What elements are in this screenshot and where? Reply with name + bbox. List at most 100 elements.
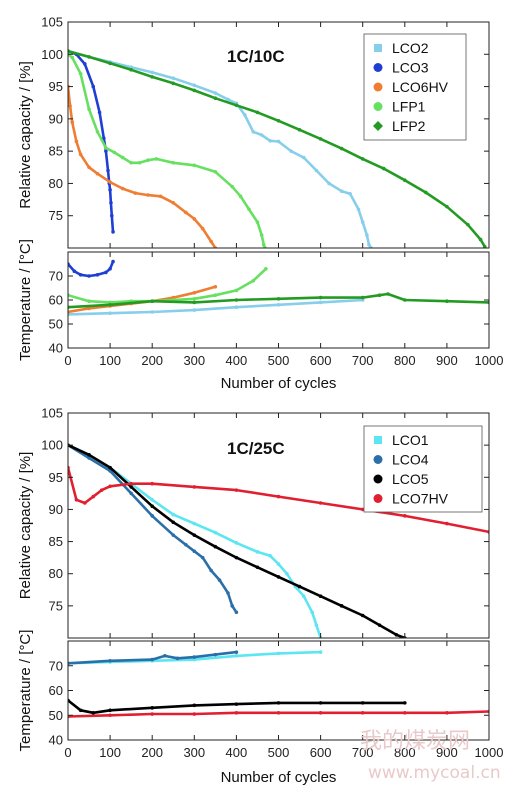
temperature-point-lfp2: [234, 298, 239, 302]
legend-label-lco1: LCO1: [392, 432, 429, 448]
temperature-point-lco1: [192, 657, 197, 662]
capacity-y-tick-label: 85: [49, 534, 63, 549]
capacity-point-lco3: [91, 84, 96, 89]
capacity-point-lco1: [314, 623, 319, 627]
temperature-point-lfp2: [360, 295, 365, 300]
temperature-point-lco7hv: [360, 710, 365, 715]
x-tick-label: 1000: [475, 745, 504, 760]
capacity-point-lfp1: [120, 155, 125, 160]
capacity-point-lco3: [109, 213, 114, 218]
capacity-point-lco6hv: [108, 180, 112, 184]
capacity-point-lco7hv: [192, 485, 197, 489]
capacity-point-lfp2: [424, 190, 428, 195]
capacity-point-lco1: [234, 541, 239, 545]
legend-marker-lco3: [373, 63, 383, 72]
temperature-y-tick-label: 70: [49, 269, 63, 284]
capacity-point-lco2: [243, 113, 247, 117]
capacity-point-lco6hv: [200, 226, 205, 231]
temperature-point-lco3: [108, 267, 112, 271]
capacity-point-lco5: [150, 504, 154, 509]
legend-frame: [363, 425, 483, 513]
capacity-point-lco1: [171, 512, 176, 517]
capacity-point-lfp2: [445, 204, 449, 209]
capacity-point-lfp1: [95, 129, 100, 134]
capacity-point-lco1: [276, 562, 281, 566]
temperature-point-lfp2: [377, 293, 382, 298]
capacity-point-lco6hv: [74, 139, 79, 144]
temperature-point-lco5: [91, 710, 96, 715]
capacity-point-lco7hv: [445, 521, 449, 526]
capacity-y-tick-label: 105: [41, 15, 63, 30]
capacity-point-lco2: [367, 242, 371, 247]
capacity-point-lco5: [213, 544, 218, 549]
capacity-point-lco2: [268, 139, 272, 143]
capacity-point-lfp2: [87, 55, 91, 59]
capacity-point-lco4: [150, 514, 154, 518]
capacity-series-group: [68, 443, 489, 638]
watermark-text: 我的煤炭网: [360, 729, 470, 754]
capacity-point-lco2: [365, 233, 369, 237]
legend: LCO1 LCO4 LCO5 LCO7HV: [363, 425, 483, 513]
x-tick-label: 0: [64, 745, 71, 760]
capacity-point-lfp1: [192, 163, 197, 168]
capacity-point-lco5: [87, 452, 91, 457]
capacity-point-lco7hv: [108, 484, 112, 489]
temperature-y-tick-label: 60: [49, 293, 63, 308]
temperature-point-lco2: [192, 308, 197, 312]
capacity-point-lfp1: [104, 146, 108, 150]
x-tick-label: 600: [310, 745, 332, 760]
temperature-point-lco5: [192, 703, 197, 708]
capacity-point-lco2: [251, 129, 256, 134]
capacity-point-lco4: [230, 604, 234, 608]
capacity-point-lco6hv: [87, 165, 91, 170]
temperature-point-lco4: [192, 655, 197, 659]
capacity-point-lco3: [83, 62, 87, 66]
temperature-point-lco3: [72, 269, 77, 274]
temperature-point-lco5: [234, 702, 239, 706]
capacity-point-lco4: [209, 568, 213, 573]
capacity-y-tick-label: 75: [49, 208, 63, 223]
capacity-point-lco5: [377, 623, 382, 627]
capacity-y-tick-label: 90: [49, 502, 63, 517]
legend-label-lco4: LCO4: [392, 452, 429, 468]
legend-label-lfp1: LFP1: [392, 99, 426, 115]
temperature-point-lfp2: [445, 299, 449, 304]
temperature-point-lco7hv: [150, 712, 154, 716]
capacity-point-lco3: [111, 230, 115, 234]
watermark-url: www.mycoal.cn: [368, 763, 501, 783]
capacity-series-lco1: [68, 443, 322, 638]
temperature-point-lco3: [104, 270, 108, 275]
capacity-point-lfp2: [276, 118, 281, 123]
x-tick-label: 200: [141, 745, 163, 760]
capacity-point-lfp2: [192, 88, 197, 93]
x-tick-label: 800: [394, 353, 416, 368]
panel-1: 75 80 85 90 95 100 105 Relative capacity / [%] 4…: [17, 15, 503, 393]
capacity-point-lco4: [87, 456, 91, 460]
capacity-point-lco2: [129, 65, 133, 69]
x-tick-label: 400: [226, 745, 248, 760]
capacity-point-lco5: [192, 533, 197, 537]
capacity-point-lfp2: [360, 157, 365, 161]
temperature-point-lfp1: [87, 299, 91, 304]
capacity-point-lfp1: [70, 55, 75, 60]
x-tick-label: 500: [268, 745, 290, 760]
temperature-point-lco5: [108, 708, 112, 713]
capacity-point-lfp1: [129, 160, 133, 165]
panel-2: 75 80 85 90 95 100 105 Relative capacity / [%] 4…: [17, 406, 503, 787]
capacity-point-lco5: [129, 485, 133, 489]
temperature-point-lco2: [108, 311, 112, 316]
capacity-point-lco2: [192, 83, 197, 88]
temperature-point-lco7hv: [403, 710, 407, 715]
capacity-point-lco4: [200, 555, 205, 560]
capacity-point-lco1: [192, 521, 197, 526]
temperature-point-lfp2: [108, 303, 112, 307]
legend-marker-lco6hv: [373, 82, 383, 92]
legend-label-lco7hv: LCO7HV: [392, 491, 449, 507]
temperature-point-lco7hv: [108, 713, 112, 718]
x-tick-label: 700: [352, 353, 374, 368]
capacity-series-lco6hv: [68, 85, 217, 248]
legend-label-lco2: LCO2: [392, 40, 429, 56]
temperature-point-lfp2: [318, 295, 323, 300]
capacity-point-lco7hv: [74, 497, 79, 502]
capacity-point-lco6hv: [68, 104, 72, 108]
